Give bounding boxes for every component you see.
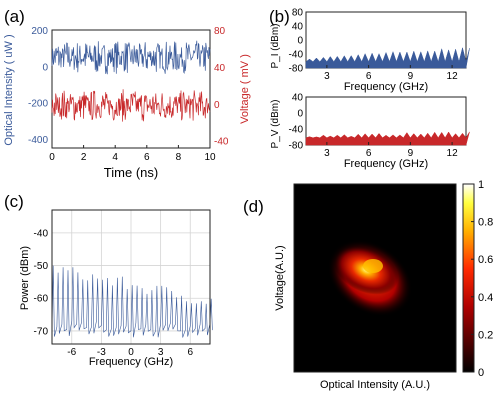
panel-b-bottom-ytick-label: -80 (289, 141, 304, 152)
panel-a-ylabel-left: Optical Intensity ( uW ) (3, 34, 15, 145)
panel-a-ytick-right-label: 0 (214, 100, 220, 111)
panel-a-letter: (a) (4, 7, 25, 26)
panel-d-letter: (d) (243, 197, 264, 216)
panel-d-colorbar-tick-label: 0.4 (478, 292, 493, 304)
panel-a-intensity-line (51, 40, 211, 75)
panel-b-top-spectrum-area (305, 47, 470, 69)
panel-d-colorbar-tick-label: 1 (478, 179, 484, 191)
panel-a-xtick-label: 2 (81, 152, 87, 163)
panel-c-ytick-label: -50 (34, 261, 49, 272)
panel-b-top-xlabel: Frequency (GHz) (344, 81, 428, 93)
panel-b-bottom-spectrum-area (305, 131, 470, 146)
panel-b-top-ytick-label: -80 (289, 64, 304, 75)
panel-c-ytick-label: -60 (34, 294, 49, 305)
panel-c-xtick-label: 0 (128, 347, 134, 358)
panel-a-voltage-line (51, 89, 211, 122)
panel-b: (b) 3 6 9 12 80 40 0 -40 -80 Frequency (GHz) P_I… (269, 7, 470, 170)
panel-a-ylabel-right: Voltage ( mV ) (239, 54, 251, 124)
panel-c-xtick-label: -6 (67, 347, 76, 358)
panel-b-bottom-ytick-label: 0 (297, 109, 303, 120)
panel-d-ylabel: Voltage(A.U.) (274, 245, 286, 310)
panel-d-colorbar-tick-label: 0.8 (478, 217, 493, 229)
panel-c-series (51, 265, 213, 338)
panel-a-ytick-right-label: 80 (214, 26, 226, 37)
panel-c-spectrum-line (51, 265, 213, 338)
panel-a-ytick-right-label: 40 (214, 63, 226, 74)
panel-b-top-ytick-label: 0 (297, 36, 303, 47)
panel-b-bottom-xlabel: Frequency (GHz) (344, 158, 428, 170)
panel-d-colorbar (462, 183, 475, 373)
panel-d-plot-frame (293, 183, 457, 373)
panel-c: (c) -6 -3 0 3 6-40-50-60-70 Frequency (GHz) … (4, 192, 213, 368)
panel-c-xtick-label: -3 (97, 347, 106, 358)
panel-a-ytick-right-label: -40 (214, 137, 229, 148)
panel-d-colorbar-tick-label: 0.2 (478, 329, 493, 341)
panel-c-xtick-label: 6 (187, 347, 193, 358)
panel-a-ytick-left-label: 0 (42, 62, 48, 73)
panel-b-top-spectrum (305, 47, 470, 69)
panel-b-bottom-ytick-label: -40 (289, 125, 304, 136)
panel-c-plot-frame (51, 209, 211, 345)
panel-a-ytick-left-label: -400 (28, 135, 48, 146)
panel-b-top-xtick-label: 9 (408, 71, 414, 82)
panel-a-ticks: 0 2 4 6 8 10 200 0 -200 -400 80 40 0 -40 (28, 26, 229, 163)
panel-a-ytick-left-label: 200 (31, 26, 48, 37)
panel-a-plot-frame (51, 29, 211, 149)
panel-b-top-xtick-label: 6 (366, 71, 372, 82)
panel-a-xtick-label: 4 (112, 152, 118, 163)
panel-c-letter: (c) (4, 192, 24, 211)
panel-c-ticks: -6 -3 0 3 6 -40 -50 -60 -70 (34, 228, 194, 358)
panel-a-series (51, 40, 211, 122)
panel-c-ytick-label: -40 (34, 228, 49, 239)
panel-b-bottom-ylabel: P_V (dBm) (270, 100, 281, 149)
panel-b-top-xtick-label: 3 (324, 71, 330, 82)
panel-d-heatmap-core (363, 259, 383, 273)
panel-b-top-ytick-label: 40 (292, 22, 304, 33)
panel-a-xtick-label: 6 (144, 152, 150, 163)
panel-c-ylabel: Power (dBm) (19, 246, 31, 310)
panel-b-top-ytick-label: 80 (292, 8, 304, 19)
panel-b-bottom-ticks: 3 6 9 12 40 0 -40 -80 (289, 93, 459, 160)
panel-a-xtick-label: 10 (204, 152, 216, 163)
panel-b-bottom-xtick-label: 12 (447, 148, 459, 159)
panel-d-colorbar-ticks: 1 0.8 0.6 0.4 0.2 0 (471, 179, 493, 379)
panel-a-xlabel: Time (ns) (104, 165, 158, 180)
panel-b-bottom-xtick-label: 3 (324, 148, 330, 159)
panel-b-letter: (b) (269, 7, 290, 26)
panel-a-ytick-left-label: -200 (28, 99, 48, 110)
panel-b-bottom-spectrum (305, 131, 470, 146)
panel-d: (d) (243, 179, 493, 391)
panel-b-top-xtick-label: 12 (447, 71, 459, 82)
panel-b-top-ticks: 3 6 9 12 80 40 0 -40 -80 (289, 8, 459, 83)
panel-d-colorbar-tick-label: 0 (478, 367, 484, 379)
panel-a-xtick-label: 0 (49, 152, 55, 163)
panel-c-ytick-label: -70 (34, 326, 49, 337)
panel-b-bottom-ytick-label: 40 (292, 93, 304, 104)
panel-a-xtick-label: 8 (176, 152, 182, 163)
panel-b-bottom-xtick-label: 6 (366, 148, 372, 159)
panel-b-top-ytick-label: -40 (289, 50, 304, 61)
panel-c-xtick-label: 3 (158, 347, 164, 358)
panel-c-xlabel: Frequency (GHz) (89, 356, 173, 368)
panel-b-bottom-xtick-label: 9 (408, 148, 414, 159)
panel-b-top-ylabel: P_I (dBm) (270, 23, 281, 68)
panel-d-colorbar-tick-label: 0.6 (478, 254, 493, 266)
panel-a: (a) 0 2 4 6 8 10 200 0 -200 -400 80 40 0 -40 Time (ns… (3, 7, 251, 180)
panel-d-xlabel: Optical Intensity (A.U.) (320, 379, 430, 391)
